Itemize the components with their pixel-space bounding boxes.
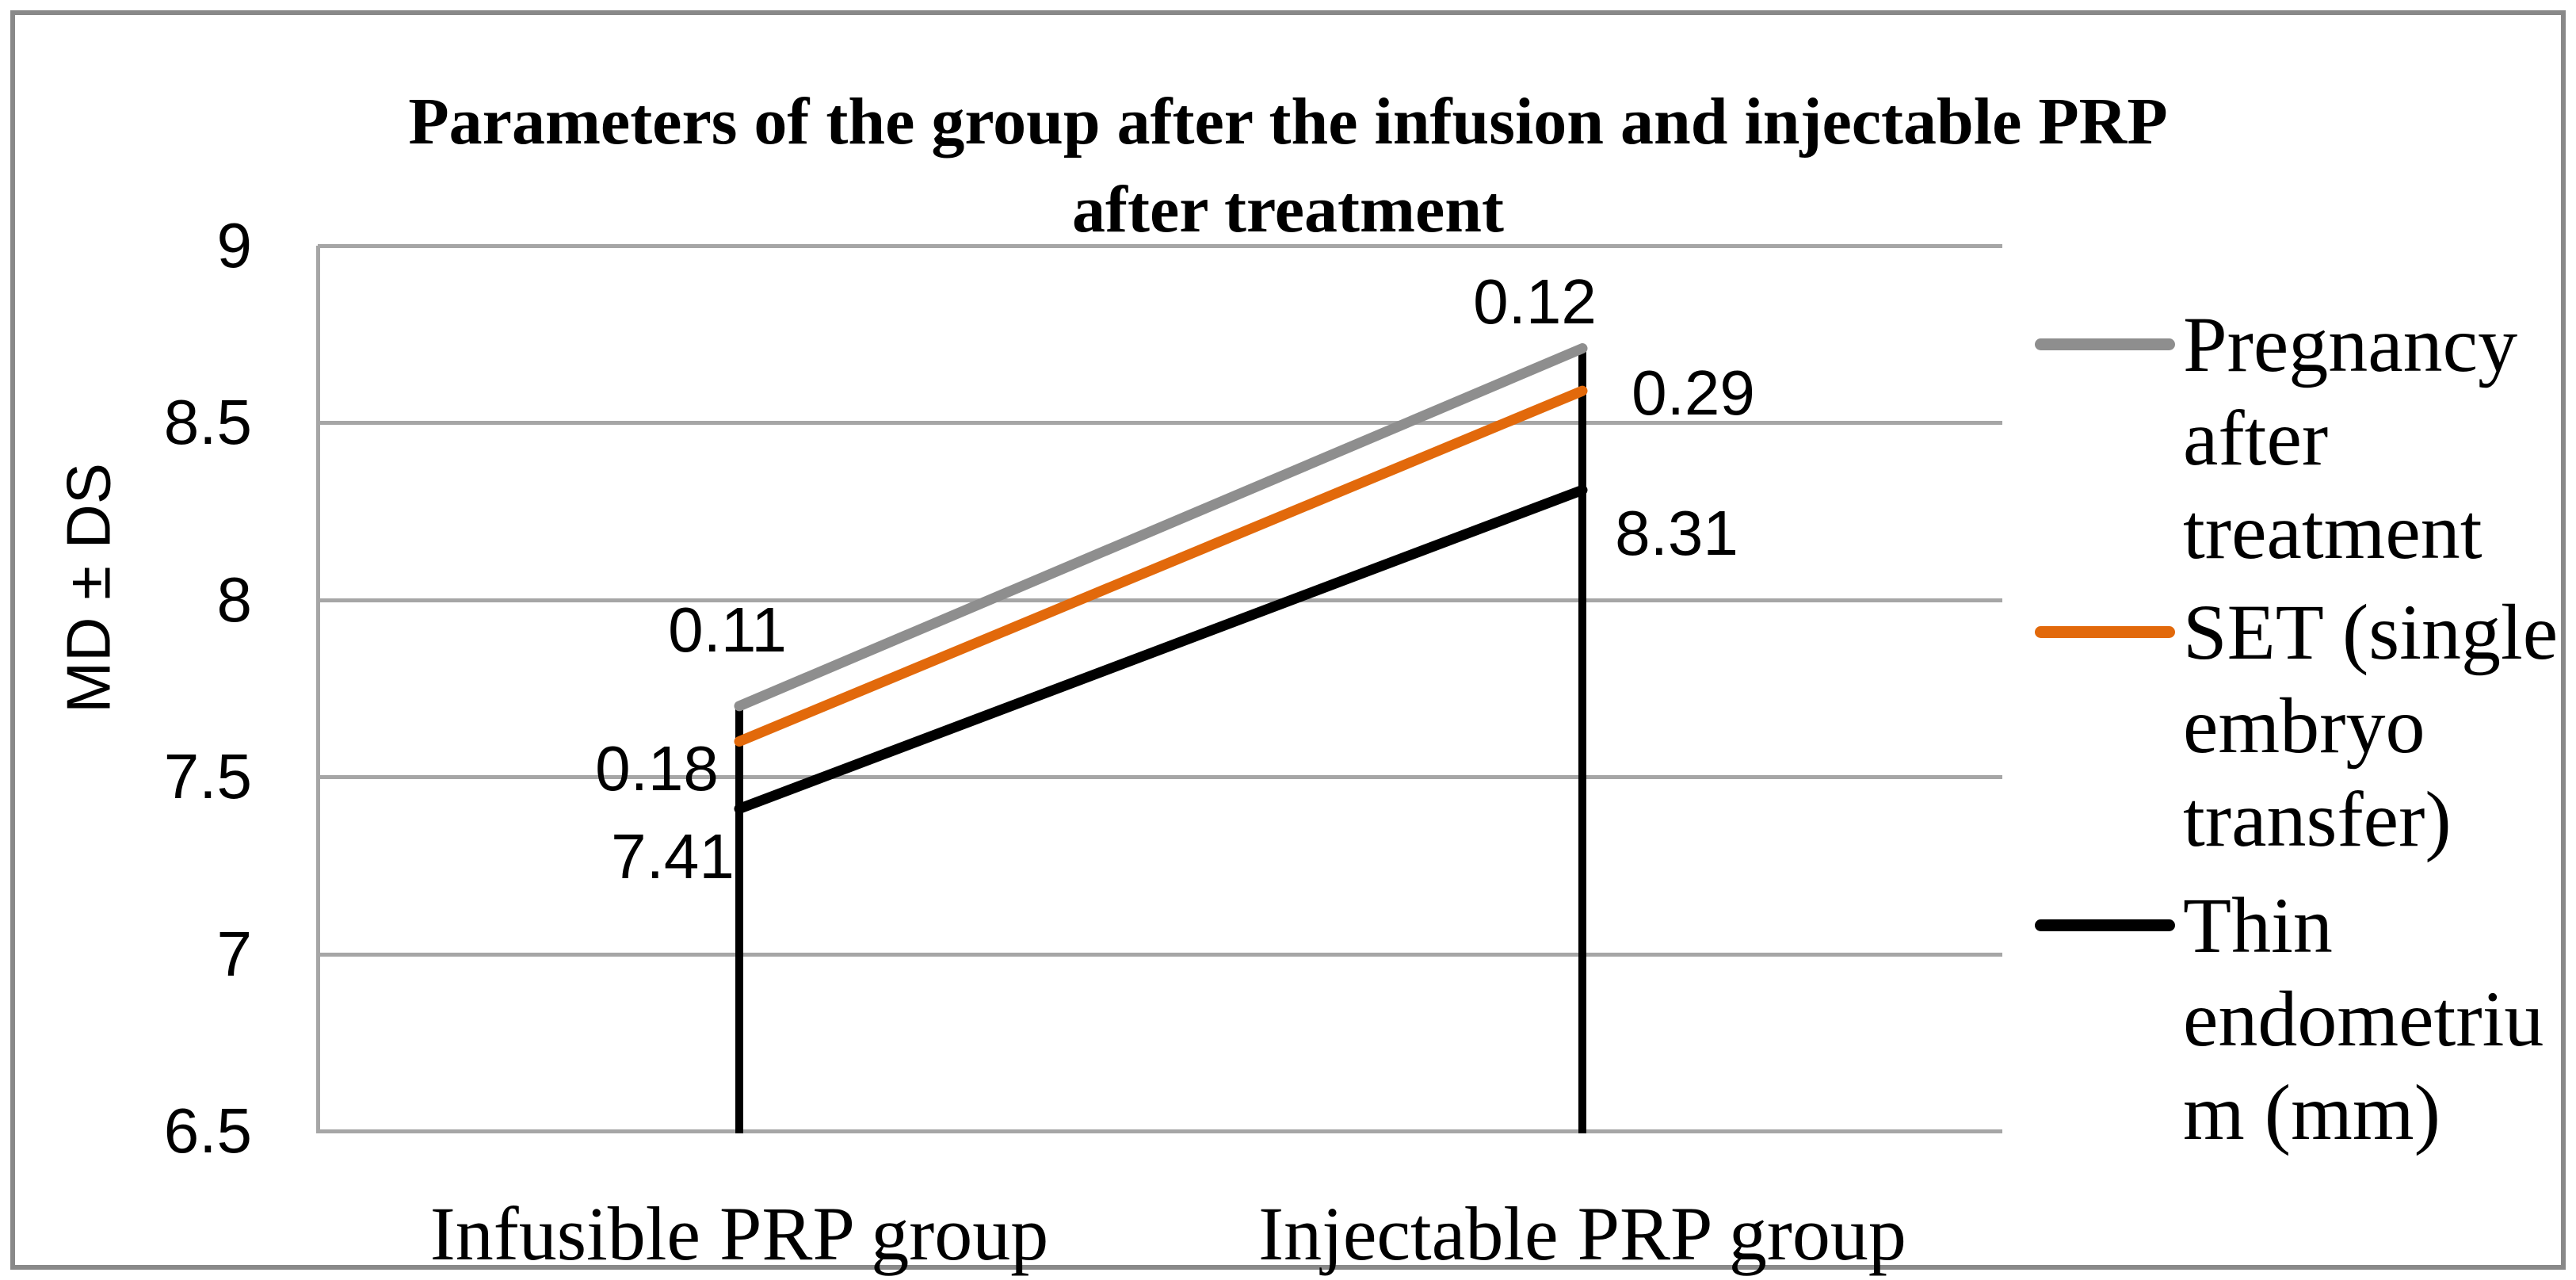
gridline-9 (318, 244, 2002, 248)
legend-swatch-2 (2035, 626, 2175, 638)
gridline-8.5 (318, 421, 2002, 426)
x-category-label-1: Infusible PRP group (429, 1191, 1049, 1276)
data-label-0.18: 0.18 (595, 732, 719, 804)
legend-swatch-3 (2035, 919, 2175, 931)
series-line-2 (734, 385, 1588, 747)
x-category-label-2: Injectable PRP group (1258, 1191, 1906, 1276)
chart-title: Parameters of the group after the infusi… (0, 78, 2576, 254)
data-label-8.31: 8.31 (1615, 498, 1738, 569)
gridline-6.5 (318, 1129, 2002, 1133)
gridline-8 (318, 598, 2002, 602)
data-label-0.29: 0.29 (1631, 357, 1755, 429)
y-tick-label-9: 9 (216, 210, 253, 281)
legend-label-1: Pregnancy after treatment (2183, 298, 2517, 579)
y-axis-line (316, 246, 320, 1133)
legend-label-line: SET (single (2183, 588, 2559, 676)
data-label-7.41: 7.41 (611, 821, 735, 892)
chart-outer-border (10, 10, 2566, 1270)
legend-label-line: endometriu (2183, 975, 2544, 1063)
legend-label-line: Pregnancy (2183, 300, 2518, 388)
gridline-7.5 (318, 775, 2002, 780)
chart-title-line-2: after treatment (1072, 173, 1504, 246)
y-tick-label-6.5: 6.5 (163, 1095, 252, 1166)
y-tick-label-7: 7 (216, 918, 253, 989)
gridline-7 (318, 952, 2002, 957)
legend-label-line: transfer) (2183, 775, 2452, 863)
y-tick-label-8.5: 8.5 (163, 387, 252, 458)
y-tick-label-8: 8 (216, 564, 253, 635)
legend-label-line: m (mm) (2183, 1068, 2441, 1156)
legend-label-line: Thin (2183, 881, 2333, 969)
series-line-1 (734, 343, 1588, 712)
legend-label-3: Thin endometriu m (mm) (2183, 879, 2544, 1160)
series-line-3 (734, 484, 1588, 814)
legend-swatch-1 (2035, 338, 2175, 350)
legend-label-line: embryo (2183, 682, 2425, 770)
legend-label-2: SET (single embryo transfer) (2183, 586, 2558, 866)
y-tick-label-7.5: 7.5 (163, 741, 252, 812)
chart-title-line-1: Parameters of the group after the infusi… (408, 85, 2168, 159)
legend-label-line: treatment (2183, 487, 2483, 575)
data-label-0.12: 0.12 (1473, 266, 1597, 337)
legend-label-line: after (2183, 394, 2329, 482)
data-label-0.11: 0.11 (668, 594, 787, 665)
